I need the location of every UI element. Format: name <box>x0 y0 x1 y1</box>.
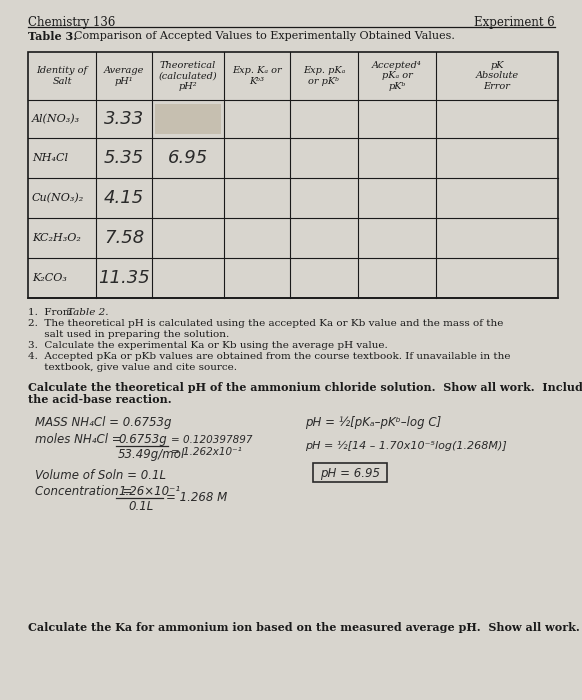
Text: 3.  Calculate the experimental Ka or Kb using the average pH value.: 3. Calculate the experimental Ka or Kb u… <box>28 341 388 350</box>
Text: pK
Absolute
Error: pK Absolute Error <box>475 61 519 91</box>
Text: 1.  From: 1. From <box>28 308 76 317</box>
Text: Cu(NO₃)₂: Cu(NO₃)₂ <box>32 193 84 203</box>
Text: pH = ½[pKₐ–pKᵇ–log C]: pH = ½[pKₐ–pKᵇ–log C] <box>305 416 441 429</box>
Text: Calculate the theoretical pH of the ammonium chloride solution.  Show all work. : Calculate the theoretical pH of the ammo… <box>28 382 582 393</box>
Text: Table 2.: Table 2. <box>67 308 108 317</box>
Text: 5.35: 5.35 <box>104 149 144 167</box>
Text: Experiment 6: Experiment 6 <box>474 16 555 29</box>
Text: = 1.268 M: = 1.268 M <box>166 491 227 504</box>
Text: 0.1L: 0.1L <box>128 500 153 513</box>
Text: the acid-base reaction.: the acid-base reaction. <box>28 394 172 405</box>
Text: Identity of
Salt: Identity of Salt <box>37 66 87 86</box>
Text: 11.35: 11.35 <box>98 269 150 287</box>
Text: 7.58: 7.58 <box>104 229 144 247</box>
Text: Accepted⁴
pKₐ or
pKᵇ: Accepted⁴ pKₐ or pKᵇ <box>372 61 422 91</box>
Bar <box>28 52 558 298</box>
Text: pH = 6.95: pH = 6.95 <box>320 467 380 480</box>
Text: pH = ½[14 – 1.70x10⁻⁵log(1.268M)]: pH = ½[14 – 1.70x10⁻⁵log(1.268M)] <box>305 441 507 451</box>
Text: 4.15: 4.15 <box>104 189 144 207</box>
Text: 2.  The theoretical pH is calculated using the accepted Ka or Kb value and the m: 2. The theoretical pH is calculated usin… <box>28 319 503 328</box>
Text: 6.95: 6.95 <box>168 149 208 167</box>
Text: Al(NO₃)₃: Al(NO₃)₃ <box>32 114 80 124</box>
Text: Comparison of Accepted Values to Experimentally Obtained Values.: Comparison of Accepted Values to Experim… <box>67 31 455 41</box>
Text: MASS NH₄Cl = 0.6753g: MASS NH₄Cl = 0.6753g <box>35 416 172 429</box>
Text: NH₄Cl: NH₄Cl <box>32 153 68 163</box>
Text: 53.49g/mol: 53.49g/mol <box>118 448 185 461</box>
Text: Calculate the Ka for ammonium ion based on the measured average pH.  Show all wo: Calculate the Ka for ammonium ion based … <box>28 622 580 633</box>
Text: textbook, give value and cite source.: textbook, give value and cite source. <box>28 363 237 372</box>
Text: 1.26×10⁻¹: 1.26×10⁻¹ <box>118 485 180 498</box>
Text: 3.33: 3.33 <box>104 110 144 128</box>
Text: KC₂H₃O₂: KC₂H₃O₂ <box>32 233 81 243</box>
Text: 0.6753g: 0.6753g <box>118 433 167 446</box>
Text: Chemistry 136: Chemistry 136 <box>28 16 115 29</box>
Text: Table 3.: Table 3. <box>28 31 77 42</box>
Text: Concentration =: Concentration = <box>35 485 136 498</box>
Text: = 1.262x10⁻¹: = 1.262x10⁻¹ <box>171 447 242 457</box>
Text: salt used in preparing the solution.: salt used in preparing the solution. <box>28 330 229 339</box>
Text: Theoretical
(calculated)
pH²: Theoretical (calculated) pH² <box>159 61 217 91</box>
Text: K₂CO₃: K₂CO₃ <box>32 273 67 283</box>
Text: Exp. pKₐ
or pKᵇ: Exp. pKₐ or pKᵇ <box>303 66 345 86</box>
Text: Volume of Soln = 0.1L: Volume of Soln = 0.1L <box>35 469 166 482</box>
Bar <box>155 104 221 134</box>
Bar <box>313 463 387 482</box>
Text: Average
pH¹: Average pH¹ <box>104 66 144 86</box>
Text: moles NH₄Cl =: moles NH₄Cl = <box>35 433 125 446</box>
Text: Exp. Kₐ or
Kᵇ³: Exp. Kₐ or Kᵇ³ <box>232 66 282 86</box>
Text: 4.  Accepted pKa or pKb values are obtained from the course textbook. If unavail: 4. Accepted pKa or pKb values are obtain… <box>28 352 510 361</box>
Text: = 0.120397897: = 0.120397897 <box>171 435 253 445</box>
